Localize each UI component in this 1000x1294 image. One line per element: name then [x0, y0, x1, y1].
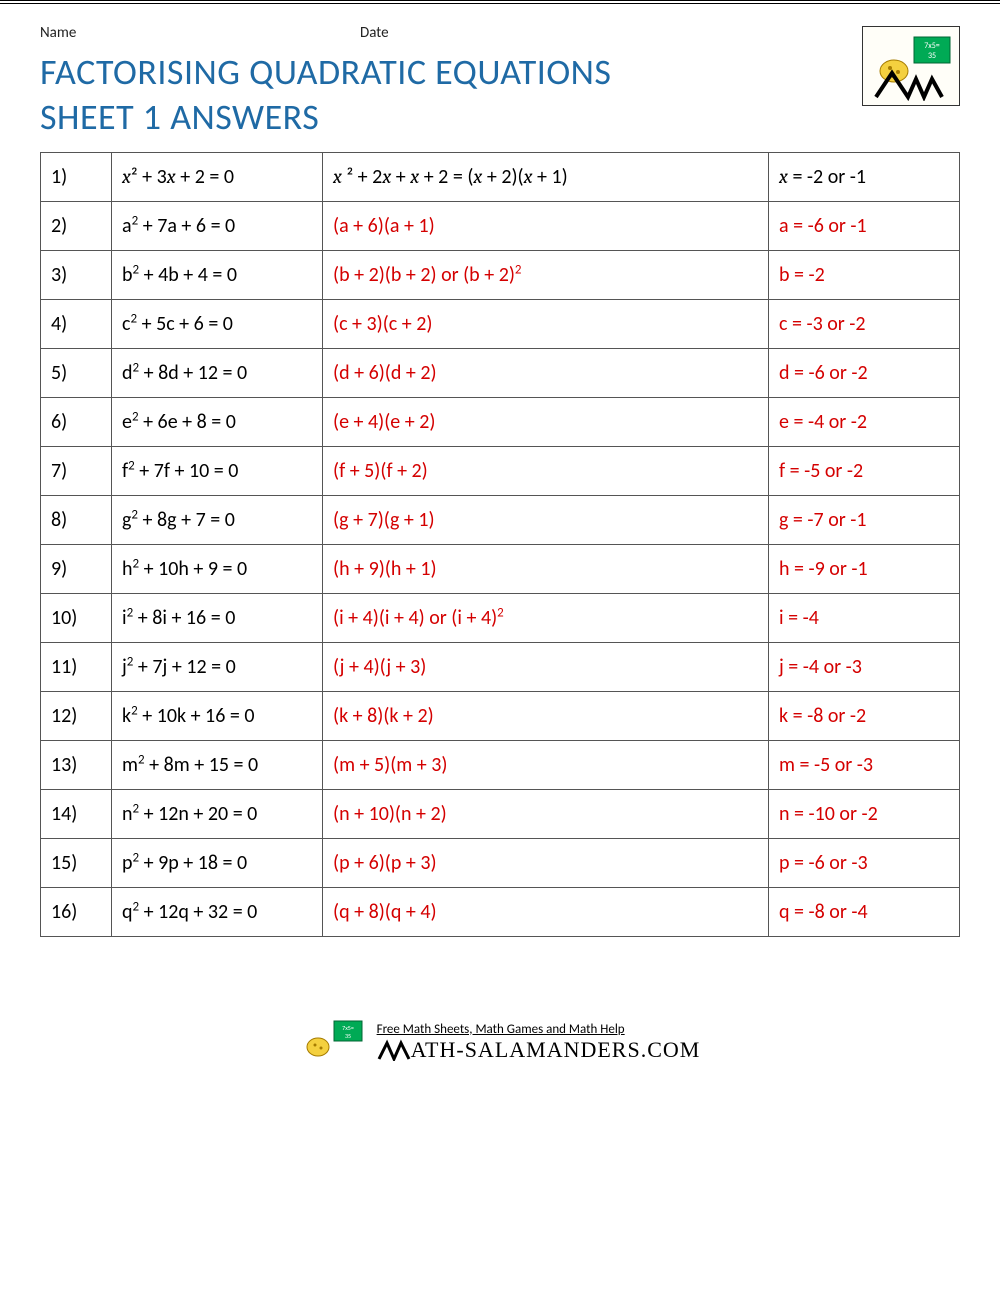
equation-cell: k2 + 10k + 16 = 0 [112, 692, 323, 741]
answer-cell: q = -8 or -4 [769, 888, 960, 937]
table-row: 10)i2 + 8i + 16 = 0(i + 4)(i + 4) or (i … [41, 594, 960, 643]
answer-cell: e = -4 or -2 [769, 398, 960, 447]
row-number: 3) [41, 251, 112, 300]
factorisation-cell: (b + 2)(b + 2) or (b + 2)2 [323, 251, 769, 300]
row-number: 7) [41, 447, 112, 496]
row-number: 15) [41, 839, 112, 888]
row-number: 5) [41, 349, 112, 398]
title-row: FACTORISING QUADRATIC EQUATIONS SHEET 1 … [40, 46, 960, 152]
answer-cell: j = -4 or -3 [769, 643, 960, 692]
row-number: 11) [41, 643, 112, 692]
row-number: 8) [41, 496, 112, 545]
row-number: 9) [41, 545, 112, 594]
row-number: 4) [41, 300, 112, 349]
answer-cell: h = -9 or -1 [769, 545, 960, 594]
title-line-2: SHEET 1 ANSWERS [40, 95, 319, 139]
table-row: 14)n2 + 12n + 20 = 0(n + 10)(n + 2)n = -… [41, 790, 960, 839]
factorisation-cell: (a + 6)(a + 1) [323, 202, 769, 251]
answer-cell: p = -6 or -3 [769, 839, 960, 888]
table-row: 12)k2 + 10k + 16 = 0(k + 8)(k + 2)k = -8… [41, 692, 960, 741]
row-number: 1) [41, 153, 112, 202]
equation-cell: d2 + 8d + 12 = 0 [112, 349, 323, 398]
date-label: Date [360, 24, 389, 42]
table-row: 15)p2 + 9p + 18 = 0(p + 6)(p + 3)p = -6 … [41, 839, 960, 888]
equation-cell: g2 + 8g + 7 = 0 [112, 496, 323, 545]
table-row: 2)a2 + 7a + 6 = 0(a + 6)(a + 1)a = -6 or… [41, 202, 960, 251]
row-number: 6) [41, 398, 112, 447]
answer-cell: c = -3 or -2 [769, 300, 960, 349]
answer-cell: d = -6 or -2 [769, 349, 960, 398]
answer-cell: n = -10 or -2 [769, 790, 960, 839]
answer-cell: k = -8 or -2 [769, 692, 960, 741]
table-row: 7)f2 + 7f + 10 = 0(f + 5)(f + 2)f = -5 o… [41, 447, 960, 496]
table-row: 6)e2 + 6e + 8 = 0(e + 4)(e + 2)e = -4 or… [41, 398, 960, 447]
svg-text:7x5=: 7x5= [342, 1024, 354, 1032]
factorisation-cell: (c + 3)(c + 2) [323, 300, 769, 349]
page-footer: 7x5= 35 Free Math Sheets, Math Games and… [40, 1017, 960, 1067]
row-number: 12) [41, 692, 112, 741]
table-row: 9)h2 + 10h + 9 = 0(h + 9)(h + 1)h = -9 o… [41, 545, 960, 594]
table-row: 13)m2 + 8m + 15 = 0(m + 5)(m + 3)m = -5 … [41, 741, 960, 790]
table-row: 3)b2 + 4b + 4 = 0(b + 2)(b + 2) or (b + … [41, 251, 960, 300]
footer-tagline: Free Math Sheets, Math Games and Math He… [377, 1022, 625, 1037]
logo-icon: 7x5= 35 [862, 26, 960, 106]
worksheet-page: Name Date FACTORISING QUADRATIC EQUATION… [0, 0, 1000, 1097]
equation-cell: i2 + 8i + 16 = 0 [112, 594, 323, 643]
equation-cell: x² + 3x + 2 = 0 [112, 153, 323, 202]
factorisation-cell: (f + 5)(f + 2) [323, 447, 769, 496]
svg-text:35: 35 [928, 51, 936, 61]
svg-text:7x5=: 7x5= [924, 41, 940, 51]
factorisation-cell: x ² + 2x + x + 2 = (x + 2)(x + 1) [323, 153, 769, 202]
equation-cell: b2 + 4b + 4 = 0 [112, 251, 323, 300]
equation-cell: p2 + 9p + 18 = 0 [112, 839, 323, 888]
equation-cell: j2 + 7j + 12 = 0 [112, 643, 323, 692]
factorisation-cell: (j + 4)(j + 3) [323, 643, 769, 692]
answer-cell: g = -7 or -1 [769, 496, 960, 545]
problems-table: 1)x² + 3x + 2 = 0x ² + 2x + x + 2 = (x +… [40, 152, 960, 937]
table-row: 16)q2 + 12q + 32 = 0(q + 8)(q + 4)q = -8… [41, 888, 960, 937]
equation-cell: f2 + 7f + 10 = 0 [112, 447, 323, 496]
svg-text:35: 35 [345, 1032, 351, 1040]
factorisation-cell: (i + 4)(i + 4) or (i + 4)2 [323, 594, 769, 643]
table-row: 11)j2 + 7j + 12 = 0(j + 4)(j + 3)j = -4 … [41, 643, 960, 692]
factorisation-cell: (q + 8)(q + 4) [323, 888, 769, 937]
answer-cell: i = -4 [769, 594, 960, 643]
footer-brand: ATH-SALAMANDERS.COM [377, 1037, 701, 1062]
row-number: 14) [41, 790, 112, 839]
answer-cell: a = -6 or -1 [769, 202, 960, 251]
title-line-1: FACTORISING QUADRATIC EQUATIONS [40, 50, 611, 94]
equation-cell: q2 + 12q + 32 = 0 [112, 888, 323, 937]
page-title: FACTORISING QUADRATIC EQUATIONS SHEET 1 … [40, 50, 611, 140]
row-number: 10) [41, 594, 112, 643]
equation-cell: e2 + 6e + 8 = 0 [112, 398, 323, 447]
factorisation-cell: (p + 6)(p + 3) [323, 839, 769, 888]
factorisation-cell: (m + 5)(m + 3) [323, 741, 769, 790]
factorisation-cell: (e + 4)(e + 2) [323, 398, 769, 447]
equation-cell: a2 + 7a + 6 = 0 [112, 202, 323, 251]
equation-cell: n2 + 12n + 20 = 0 [112, 790, 323, 839]
row-number: 13) [41, 741, 112, 790]
answer-cell: x = -2 or -1 [769, 153, 960, 202]
factorisation-cell: (n + 10)(n + 2) [323, 790, 769, 839]
factorisation-cell: (h + 9)(h + 1) [323, 545, 769, 594]
row-number: 2) [41, 202, 112, 251]
answer-cell: b = -2 [769, 251, 960, 300]
table-row: 5)d2 + 8d + 12 = 0(d + 6)(d + 2)d = -6 o… [41, 349, 960, 398]
equation-cell: m2 + 8m + 15 = 0 [112, 741, 323, 790]
table-row: 4)c2 + 5c + 6 = 0(c + 3)(c + 2)c = -3 or… [41, 300, 960, 349]
factorisation-cell: (g + 7)(g + 1) [323, 496, 769, 545]
name-label: Name [40, 24, 360, 42]
table-row: 1)x² + 3x + 2 = 0x ² + 2x + x + 2 = (x +… [41, 153, 960, 202]
factorisation-cell: (d + 6)(d + 2) [323, 349, 769, 398]
factorisation-cell: (k + 8)(k + 2) [323, 692, 769, 741]
equation-cell: h2 + 10h + 9 = 0 [112, 545, 323, 594]
answer-cell: m = -5 or -3 [769, 741, 960, 790]
equation-cell: c2 + 5c + 6 = 0 [112, 300, 323, 349]
row-number: 16) [41, 888, 112, 937]
table-row: 8)g2 + 8g + 7 = 0(g + 7)(g + 1)g = -7 or… [41, 496, 960, 545]
name-date-row: Name Date [40, 24, 960, 42]
answer-cell: f = -5 or -2 [769, 447, 960, 496]
